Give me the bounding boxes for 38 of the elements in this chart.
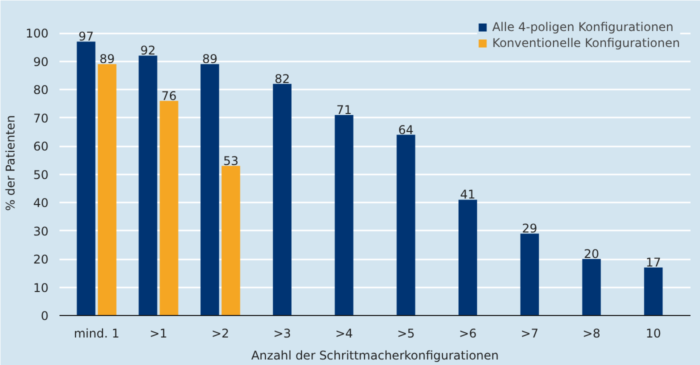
x-tick-label: >7	[520, 326, 539, 340]
data-label: 89	[100, 52, 115, 66]
y-tick-label: 70	[33, 111, 49, 126]
x-tick-label: 10	[646, 326, 662, 340]
data-label: 29	[522, 222, 538, 236]
x-tick-label: >6	[458, 326, 477, 340]
legend-label: Konventionelle Konfigurationen	[492, 36, 680, 50]
data-label: 92	[140, 44, 156, 58]
data-label: 64	[398, 122, 414, 137]
y-tick-label: 40	[33, 196, 49, 210]
y-tick-label: 80	[33, 83, 49, 98]
y-axis-title: % der Patienten	[4, 115, 18, 211]
data-label: 41	[460, 188, 476, 202]
x-tick-label: >5	[397, 326, 415, 340]
legend-label: Alle 4-poligen Konfigurationen	[492, 20, 674, 34]
x-axis-title: Anzahl der Schrittmacherkonfigurationen	[251, 348, 499, 362]
y-tick-label: 90	[33, 54, 49, 69]
data-label: 53	[223, 154, 239, 168]
y-tick-label: 30	[33, 224, 49, 238]
data-label: 76	[161, 88, 177, 103]
data-label: 89	[202, 52, 218, 66]
x-tick-label: >4	[335, 326, 353, 340]
data-label: 97	[78, 30, 94, 44]
x-tick-label: >2	[212, 326, 230, 340]
y-tick-label: 50	[33, 168, 49, 182]
y-tick-label: 20	[33, 252, 49, 267]
y-tick-label: 60	[33, 140, 49, 154]
data-label: 82	[274, 72, 290, 86]
x-tick-label: mind. 1	[74, 326, 120, 340]
data-label: 20	[584, 247, 600, 262]
x-tick-label: >8	[582, 326, 600, 340]
y-tick-label: 0	[40, 309, 49, 323]
data-label: 17	[646, 255, 662, 270]
x-tick-label: >3	[273, 326, 292, 340]
y-tick-label: 100	[26, 26, 48, 41]
x-tick-label: >1	[150, 326, 168, 340]
data-label: 71	[336, 102, 352, 117]
y-tick-label: 10	[33, 280, 49, 295]
